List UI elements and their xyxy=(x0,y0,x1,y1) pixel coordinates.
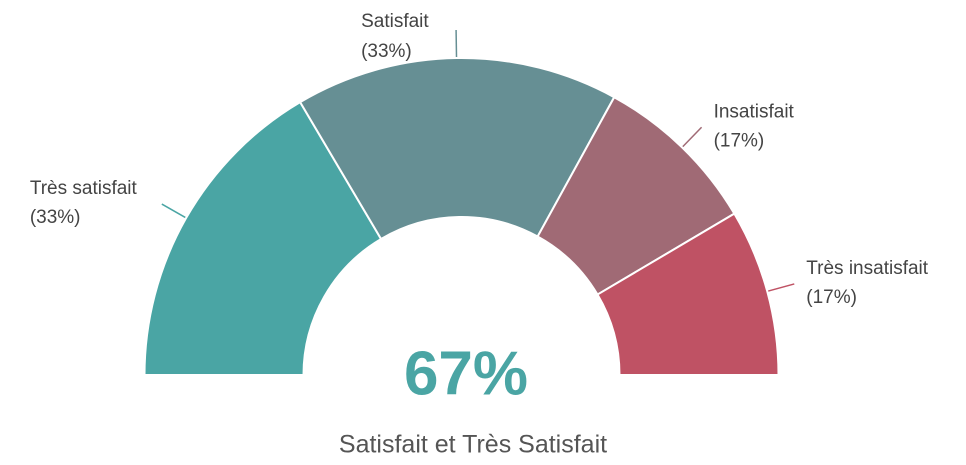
subtitle: Satisfait et Très Satisfait xyxy=(339,431,607,459)
slice-label: Très insatisfait xyxy=(806,258,928,279)
slice-label: Très satisfait xyxy=(30,178,138,199)
center-label: 67% xyxy=(404,339,528,408)
slice-label: Satisfait xyxy=(361,11,429,32)
leader-line xyxy=(682,126,703,148)
leader-line xyxy=(161,203,186,219)
arc-segment xyxy=(298,57,616,241)
slice-value-label: (33%) xyxy=(30,207,81,228)
arc-segment xyxy=(596,212,780,376)
slice-value-label: (17%) xyxy=(714,130,765,151)
leader-line xyxy=(768,283,795,292)
slice-label: Insatisfait xyxy=(714,101,795,122)
slice-value-label: (33%) xyxy=(361,41,412,62)
arc-segment xyxy=(143,100,383,376)
slice-value-label: (17%) xyxy=(806,287,857,308)
